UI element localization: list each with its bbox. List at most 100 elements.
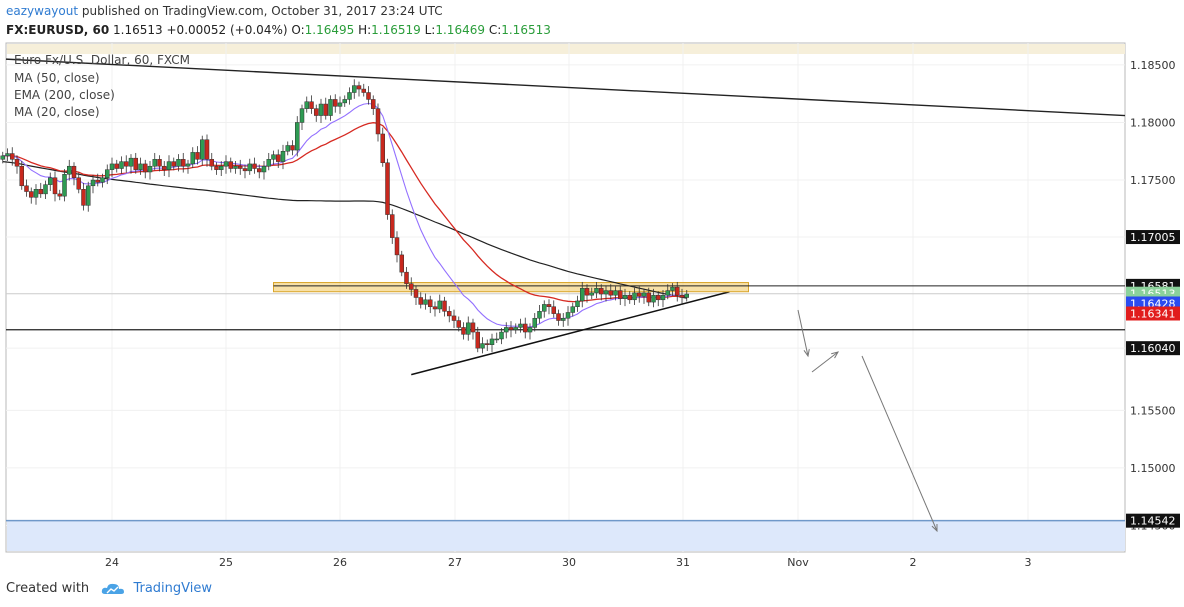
candle-body	[171, 161, 176, 167]
x-tick-label: 26	[333, 556, 347, 569]
low-label: L:	[424, 23, 436, 37]
ascending-trendline[interactable]	[411, 291, 730, 376]
indicator-ema200[interactable]: EMA (200, close)	[14, 88, 115, 102]
candle-body	[466, 322, 471, 335]
candle-body	[252, 163, 257, 169]
candle-body	[166, 161, 172, 170]
candle-body	[90, 179, 96, 187]
x-tick-label: 31	[676, 556, 690, 569]
candle-body	[660, 294, 666, 301]
candle-body	[390, 214, 395, 238]
candle-body	[0, 155, 5, 160]
candle-body	[447, 311, 452, 317]
candle-body	[347, 92, 352, 100]
price-tag	[1126, 230, 1180, 245]
candle-body	[62, 174, 67, 197]
candle-body	[380, 133, 385, 164]
candle-body	[637, 292, 642, 297]
candle-body	[181, 159, 186, 167]
low-value: 1.16469	[435, 23, 485, 37]
candle-body	[613, 290, 618, 296]
candle-body	[480, 343, 485, 349]
x-tick-label: 30	[562, 556, 576, 569]
candle-body	[138, 163, 143, 170]
candle-body	[309, 101, 314, 109]
candle-body	[504, 327, 509, 333]
candle-body	[323, 103, 328, 116]
candle-body	[290, 145, 295, 151]
candle-body	[432, 306, 438, 310]
candle-body	[461, 327, 466, 335]
ema200-line[interactable]	[2, 161, 687, 299]
candle-body	[10, 153, 15, 160]
x-tick-label: 3	[1025, 556, 1032, 569]
candle-body	[546, 304, 552, 307]
candle-body	[52, 177, 58, 195]
plot-area[interactable]	[5, 42, 1126, 553]
candle-body	[404, 271, 409, 284]
candle-body	[114, 163, 119, 169]
author-link[interactable]: eazywayout	[6, 4, 79, 18]
candle-body	[195, 152, 200, 160]
candle-body	[675, 286, 680, 296]
candle-body	[475, 331, 480, 349]
candle-body	[276, 154, 281, 162]
candle-body	[71, 165, 77, 178]
published-text: published on TradingView.com, October 31…	[81, 4, 443, 18]
candle-body	[81, 189, 86, 206]
resistance-zone[interactable]	[273, 282, 749, 293]
candle-body	[409, 283, 414, 290]
candle-body	[485, 343, 490, 345]
descending-trendline[interactable]	[5, 58, 1126, 117]
candle-body	[641, 292, 647, 297]
candle-body	[618, 290, 623, 299]
candle-body	[371, 99, 376, 109]
candle-body	[494, 338, 499, 341]
footer: Created with TradingView	[6, 581, 212, 596]
candle-body	[518, 323, 523, 328]
candle-body	[385, 162, 390, 215]
candle-body	[228, 161, 233, 169]
candle-body	[561, 317, 566, 321]
candle-body	[43, 184, 48, 195]
candle-body	[242, 168, 248, 172]
tradingview-cloud-icon	[102, 583, 125, 594]
projection-arrow-down-head	[803, 349, 810, 358]
candle-body	[5, 153, 10, 157]
candle-body	[375, 108, 381, 135]
candle-body	[437, 300, 442, 310]
candle-body	[67, 165, 72, 175]
ohlc-line: FX:EURUSD, 60 1.16513 +0.00052 (+0.04%) …	[6, 23, 551, 37]
price-tag	[1126, 513, 1180, 528]
indicator-ma20[interactable]: MA (20, close)	[14, 105, 100, 119]
candle-body	[361, 88, 366, 93]
candle-body	[86, 185, 91, 206]
candle-body	[48, 177, 53, 185]
candle-body	[665, 290, 670, 296]
candle-body	[219, 165, 224, 170]
candle-body	[599, 288, 604, 295]
candle-body	[285, 145, 290, 152]
candle-body	[399, 254, 404, 273]
symbol: FX:EURUSD, 60	[6, 23, 110, 37]
y-tick-label: 1.17500	[1130, 174, 1176, 187]
candle-body	[105, 169, 110, 178]
projection-arrow-target	[861, 355, 938, 532]
tradingview-link[interactable]: TradingView	[133, 581, 212, 596]
candle-body	[57, 193, 62, 197]
candle-body	[295, 122, 300, 151]
candle-body	[413, 289, 419, 298]
candle-body	[38, 189, 43, 195]
candle-body	[366, 92, 371, 100]
y-tick-label: 1.18500	[1130, 59, 1176, 72]
candle-body	[124, 161, 129, 167]
candle-body	[109, 163, 115, 170]
candle-body	[333, 99, 338, 107]
candle-body	[423, 299, 428, 305]
indicator-ma50[interactable]: MA (50, close)	[14, 71, 100, 85]
y-tick-label: 1.15500	[1130, 404, 1176, 417]
close-value: 1.16513	[501, 23, 551, 37]
ma50-line[interactable]	[2, 122, 687, 303]
candle-body	[352, 85, 357, 93]
